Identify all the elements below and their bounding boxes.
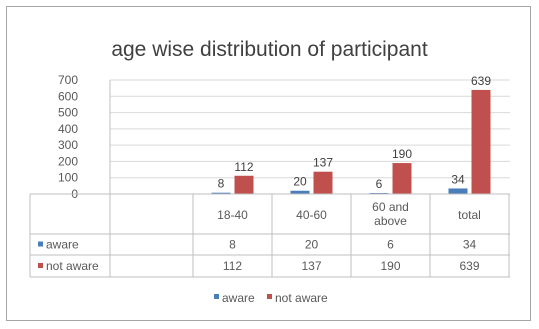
data-label: 34 — [451, 172, 465, 186]
bar-not-aware — [313, 171, 333, 194]
y-tick-label: 200 — [58, 154, 78, 168]
legend-swatch — [214, 294, 219, 299]
table-cell: 112 — [223, 259, 242, 273]
bar-not-aware — [392, 163, 412, 194]
table-cell: 137 — [301, 259, 321, 273]
table-cell: 639 — [459, 259, 479, 273]
bar-aware — [448, 188, 468, 194]
chart-title: age wise distribution of participant — [111, 38, 428, 61]
chart-frame — [6, 6, 531, 321]
bar-aware — [290, 190, 310, 194]
legend-key-not-aware — [38, 263, 43, 268]
data-label: 639 — [471, 74, 491, 88]
category-label: 60 and — [372, 200, 409, 214]
data-label: 8 — [218, 177, 225, 191]
bar-not-aware — [471, 89, 491, 194]
table-cell: 8 — [229, 238, 236, 252]
category-label: total — [458, 208, 481, 222]
legend-label: not aware — [275, 291, 328, 305]
y-tick-label: 300 — [58, 138, 78, 152]
table-cell: 20 — [305, 238, 319, 252]
bar-not-aware — [234, 175, 254, 194]
data-label: 137 — [313, 156, 333, 170]
y-tick-label: 600 — [58, 89, 78, 103]
y-tick-label: 700 — [58, 73, 78, 87]
legend-swatch — [267, 294, 272, 299]
data-label: 112 — [234, 160, 253, 174]
row-label: not aware — [46, 259, 99, 273]
y-tick-label: 500 — [58, 106, 78, 120]
category-label: 18-40 — [217, 208, 248, 222]
data-label: 6 — [376, 177, 383, 191]
data-label: 20 — [293, 175, 307, 189]
table-cell: 190 — [380, 259, 400, 273]
data-label: 190 — [392, 147, 412, 161]
row-label: aware — [46, 238, 79, 252]
table-cell: 6 — [387, 238, 394, 252]
category-label: 40-60 — [296, 208, 327, 222]
y-tick-label: 100 — [58, 171, 78, 185]
category-label: above — [374, 214, 407, 228]
legend-label: aware — [222, 291, 255, 305]
y-tick-label: 400 — [58, 122, 78, 136]
legend-key-aware — [38, 241, 43, 247]
table-cell: 34 — [463, 238, 477, 252]
bar-aware — [211, 192, 231, 194]
